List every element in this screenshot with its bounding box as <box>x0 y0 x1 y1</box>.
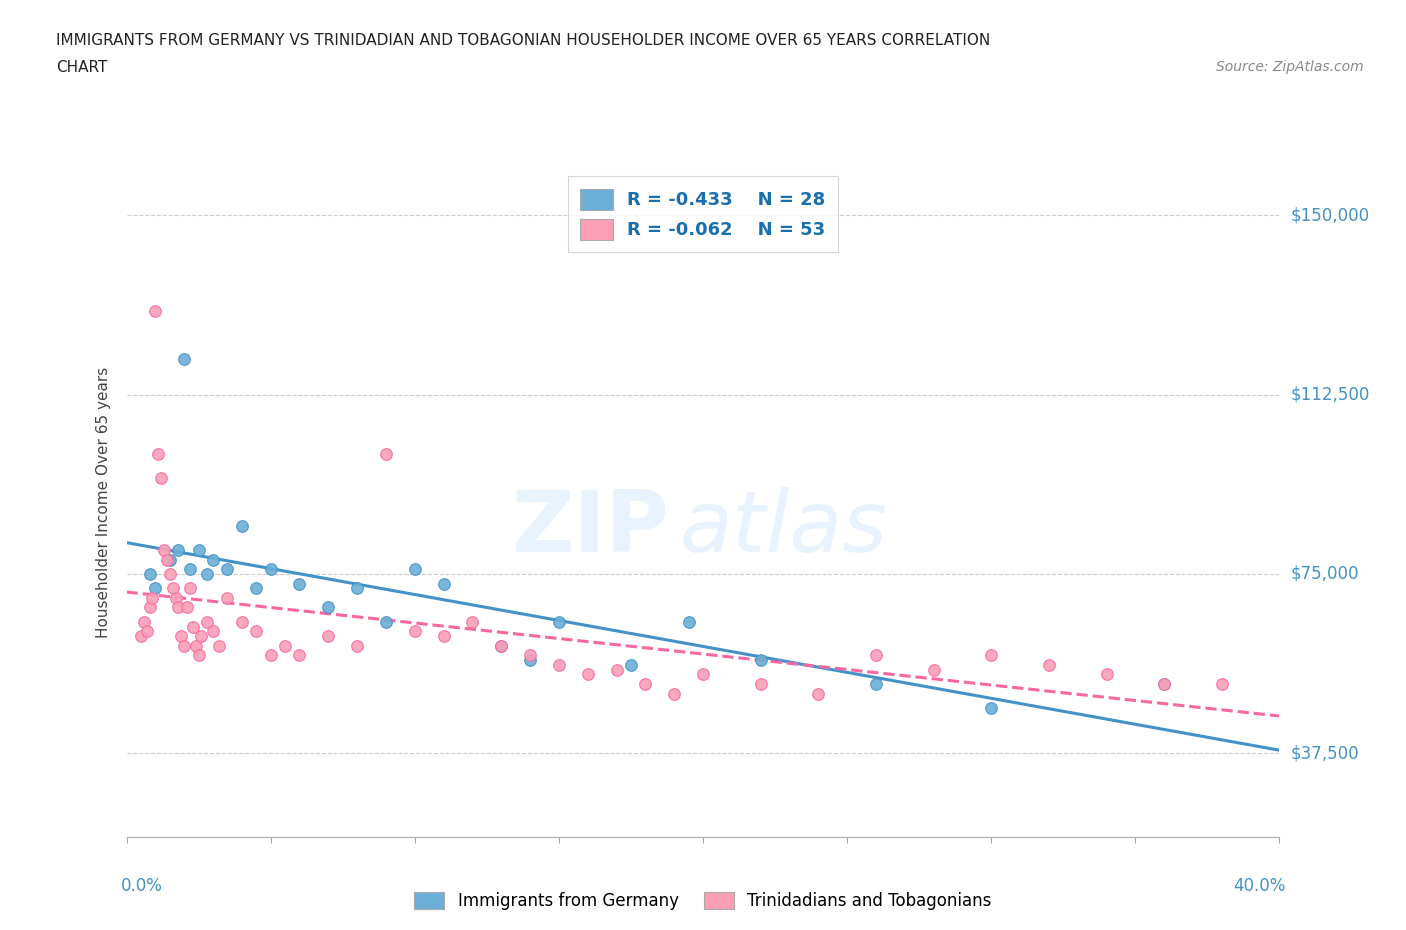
Point <box>159 566 181 581</box>
Point <box>184 638 207 653</box>
Point <box>156 552 179 567</box>
Point <box>145 303 166 318</box>
Text: Source: ZipAtlas.com: Source: ZipAtlas.com <box>1216 60 1364 74</box>
Point <box>274 638 297 653</box>
Point <box>141 591 163 605</box>
Point <box>138 566 160 581</box>
Point <box>374 447 398 462</box>
Point <box>208 638 231 653</box>
Point <box>288 576 311 591</box>
Point <box>173 352 195 366</box>
Point <box>202 552 225 567</box>
Point <box>1095 667 1118 682</box>
Point <box>749 653 772 668</box>
Legend: Immigrants from Germany, Trinidadians and Tobagonians: Immigrants from Germany, Trinidadians an… <box>408 885 998 917</box>
Text: $75,000: $75,000 <box>1291 565 1360 583</box>
Point <box>489 638 512 653</box>
Point <box>749 676 772 691</box>
Point <box>159 552 181 567</box>
Point <box>519 648 541 663</box>
Point <box>1211 676 1233 691</box>
Text: IMMIGRANTS FROM GERMANY VS TRINIDADIAN AND TOBAGONIAN HOUSEHOLDER INCOME OVER 65: IMMIGRANTS FROM GERMANY VS TRINIDADIAN A… <box>56 33 990 47</box>
Point <box>692 667 714 682</box>
Y-axis label: Householder Income Over 65 years: Householder Income Over 65 years <box>96 366 111 638</box>
Text: $37,500: $37,500 <box>1291 744 1360 763</box>
Point <box>433 629 456 644</box>
Point <box>664 686 686 701</box>
Point <box>404 624 426 639</box>
Point <box>461 615 484 630</box>
Point <box>150 471 173 485</box>
Point <box>179 581 201 596</box>
Point <box>245 624 267 639</box>
Point <box>519 653 541 668</box>
Point <box>195 615 218 630</box>
Point <box>245 581 267 596</box>
Text: $112,500: $112,500 <box>1291 386 1369 404</box>
Point <box>1038 658 1060 672</box>
Point <box>162 581 184 596</box>
Point <box>980 700 1002 715</box>
Point <box>404 562 426 577</box>
Point <box>129 629 152 644</box>
Point <box>145 581 166 596</box>
Point <box>346 638 368 653</box>
Point <box>548 615 571 630</box>
Point <box>173 638 195 653</box>
Point <box>605 662 627 677</box>
Point <box>153 542 176 557</box>
Point <box>148 447 170 462</box>
Text: CHART: CHART <box>56 60 108 75</box>
Point <box>318 629 340 644</box>
Point <box>138 600 160 615</box>
Point <box>865 648 887 663</box>
Point <box>374 615 398 630</box>
Point <box>259 562 281 577</box>
Point <box>170 629 193 644</box>
Point <box>190 629 212 644</box>
Point <box>231 519 253 534</box>
Text: ZIP: ZIP <box>510 487 668 570</box>
Point <box>807 686 830 701</box>
Point <box>980 648 1002 663</box>
Point <box>346 581 368 596</box>
Point <box>489 638 512 653</box>
Point <box>179 562 201 577</box>
Text: 0.0%: 0.0% <box>121 877 163 896</box>
Point <box>865 676 887 691</box>
Point <box>217 562 239 577</box>
Point <box>165 591 187 605</box>
Text: atlas: atlas <box>681 487 889 570</box>
Point <box>135 624 157 639</box>
Point <box>187 542 209 557</box>
Point <box>318 600 340 615</box>
Point <box>548 658 571 672</box>
Point <box>678 615 700 630</box>
Point <box>217 591 239 605</box>
Point <box>202 624 225 639</box>
Point <box>167 600 190 615</box>
Point <box>576 667 599 682</box>
Text: $150,000: $150,000 <box>1291 206 1369 224</box>
Point <box>231 615 253 630</box>
Point <box>620 658 643 672</box>
Point <box>187 648 209 663</box>
Point <box>288 648 311 663</box>
Point <box>634 676 657 691</box>
Point <box>195 566 218 581</box>
Point <box>1153 676 1175 691</box>
Point <box>167 542 190 557</box>
Point <box>181 619 204 634</box>
Text: 40.0%: 40.0% <box>1233 877 1285 896</box>
Point <box>176 600 198 615</box>
Point <box>132 615 155 630</box>
Point <box>433 576 456 591</box>
Point <box>922 662 945 677</box>
Point <box>1153 676 1175 691</box>
Point <box>259 648 281 663</box>
Legend: R = -0.433    N = 28, R = -0.062    N = 53: R = -0.433 N = 28, R = -0.062 N = 53 <box>568 177 838 252</box>
